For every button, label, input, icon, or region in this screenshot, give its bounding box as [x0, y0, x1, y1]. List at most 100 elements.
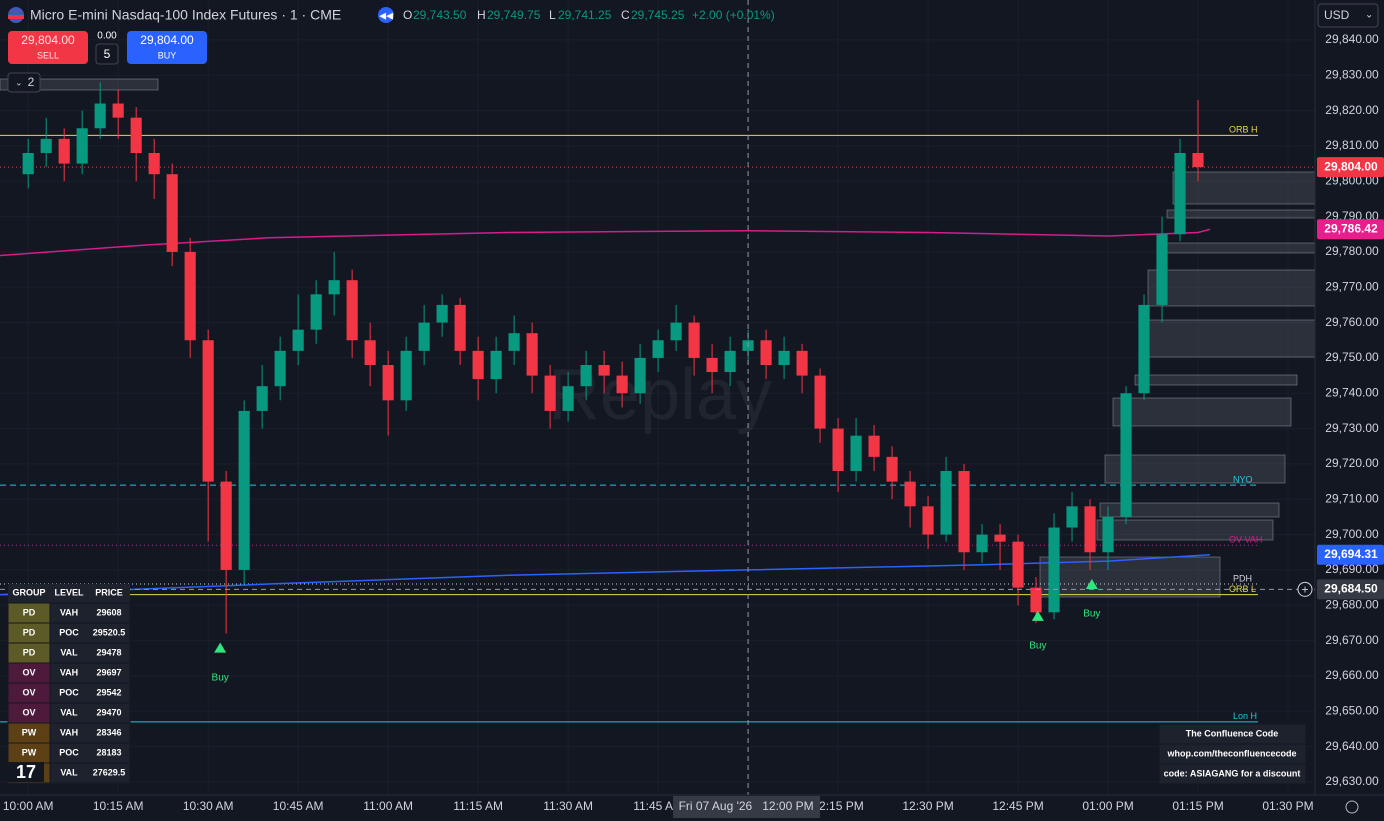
- ohlc-label: L: [549, 8, 556, 22]
- x-tick-label: 01:15 PM: [1172, 799, 1223, 813]
- table-cell: VAL: [60, 767, 78, 777]
- candle-body: [904, 481, 916, 507]
- x-tick-label: 10:15 AM: [93, 799, 144, 813]
- candle-body: [76, 128, 88, 164]
- candle-body: [580, 364, 592, 387]
- y-tick-label: 29,690.00: [1325, 562, 1379, 576]
- x-tick-label: 11:45 AM: [633, 799, 683, 813]
- candle-body: [400, 350, 412, 401]
- table-cell: POC: [59, 747, 79, 757]
- candle-body: [472, 350, 484, 380]
- x-tick-label: 11:30 AM: [543, 799, 593, 813]
- candle-body: [886, 456, 898, 482]
- candle-body: [760, 340, 772, 365]
- info-text: code: ASIAGANG for a discount: [1164, 768, 1301, 778]
- y-tick-label: 29,630.00: [1325, 774, 1379, 788]
- candle-body: [922, 506, 934, 535]
- ohlc-label: H: [477, 8, 486, 22]
- candle-body: [238, 410, 250, 570]
- indicator-line: [0, 228, 1211, 257]
- candle-body: [382, 364, 394, 401]
- candle-body: [976, 534, 988, 553]
- info-box: The Confluence Code whop.com/theconfluenc…: [1158, 723, 1307, 785]
- candle-body: [112, 103, 124, 118]
- row-cell: [49, 762, 131, 784]
- candle-body: [1192, 152, 1204, 168]
- signals: Buy Buy Buy: [212, 579, 1100, 683]
- candle-body: [490, 350, 502, 380]
- sell-button[interactable]: [8, 31, 88, 64]
- grid: [0, 0, 1315, 795]
- info-text: whop.com/theconfluencecode: [1166, 748, 1296, 758]
- x-tick-label: 01:00 PM: [1082, 799, 1133, 813]
- price-label-box: [1317, 157, 1384, 178]
- buy-button[interactable]: [127, 31, 207, 64]
- candle-body: [418, 322, 430, 351]
- candle-body: [832, 428, 844, 471]
- price-label: 29,804.00: [1324, 159, 1378, 173]
- candle-body: [220, 481, 232, 570]
- candle-body: [184, 251, 196, 341]
- candle-body: [130, 117, 142, 153]
- indicator-count: 2: [28, 75, 35, 89]
- crosshair-price: 29,684.50: [1324, 582, 1378, 596]
- y-tick-label: 29,700.00: [1325, 527, 1379, 541]
- table-cell: 29470: [96, 707, 121, 717]
- candle-body: [652, 340, 664, 358]
- replay-icon[interactable]: [378, 7, 394, 23]
- currency-select[interactable]: [1317, 3, 1379, 28]
- settings-icon[interactable]: [1345, 800, 1359, 814]
- table-cell: OV: [22, 687, 35, 697]
- ohlc-value: 29,741.25: [558, 8, 612, 22]
- add-glyph: +: [1301, 583, 1308, 597]
- candle-body: [724, 350, 736, 373]
- table-cell: VAH: [60, 607, 78, 617]
- y-tick-label: 29,640.00: [1325, 739, 1379, 753]
- x-tick-label: 12:45 PM: [992, 799, 1043, 813]
- zone: [1039, 556, 1221, 598]
- x-tick-label: 10:30 AM: [183, 799, 234, 813]
- table-cell: OV: [22, 707, 35, 717]
- add-button[interactable]: [1297, 581, 1313, 597]
- candle-body: [202, 340, 214, 482]
- level-label: NYO: [1233, 475, 1253, 485]
- candle-body: [1066, 506, 1078, 528]
- table-cell: 29697: [96, 667, 121, 677]
- candle-body: [1030, 587, 1042, 613]
- candle-body: [1138, 304, 1150, 394]
- qty: 5: [104, 47, 111, 61]
- candle-body: [1156, 234, 1168, 305]
- table-cell: PD: [23, 607, 36, 617]
- y-tick-label: 29,770.00: [1325, 279, 1379, 293]
- table-cell: PD: [23, 627, 36, 637]
- buy-signal: [1085, 579, 1098, 590]
- zone: [1112, 397, 1292, 427]
- tv-logo-glyph: 17: [16, 762, 36, 782]
- crosshair-time-box: [673, 796, 821, 818]
- zone: [1096, 519, 1274, 541]
- candle-body: [310, 294, 322, 330]
- y-tick-label: 29,810.00: [1325, 138, 1379, 152]
- symbol-title[interactable]: Micro E-mini Nasdaq-100 Index Futures · …: [30, 7, 341, 23]
- spread: 0.00: [97, 31, 117, 42]
- candle-body: [364, 340, 376, 365]
- table-cell: VAH: [60, 727, 78, 737]
- zone: [1166, 209, 1317, 219]
- table-cell: OV: [22, 667, 35, 677]
- y-tick-label: 29,740.00: [1325, 385, 1379, 399]
- candle-body: [94, 103, 106, 129]
- table-cell: PW: [22, 747, 37, 757]
- level-label: PDH: [1233, 573, 1252, 583]
- table-cell: 29520.5: [93, 627, 126, 637]
- crosshair: +: [0, 0, 1315, 795]
- level-label: ORB H: [1229, 125, 1258, 135]
- indicator-toggle[interactable]: [7, 72, 41, 93]
- tv-logo[interactable]: [8, 762, 44, 782]
- table-cell: POC: [59, 627, 79, 637]
- candles: [22, 82, 1204, 634]
- candle-body: [40, 138, 52, 153]
- candle-body: [166, 174, 178, 252]
- candle-body: [940, 470, 952, 535]
- qty-box[interactable]: [95, 43, 119, 65]
